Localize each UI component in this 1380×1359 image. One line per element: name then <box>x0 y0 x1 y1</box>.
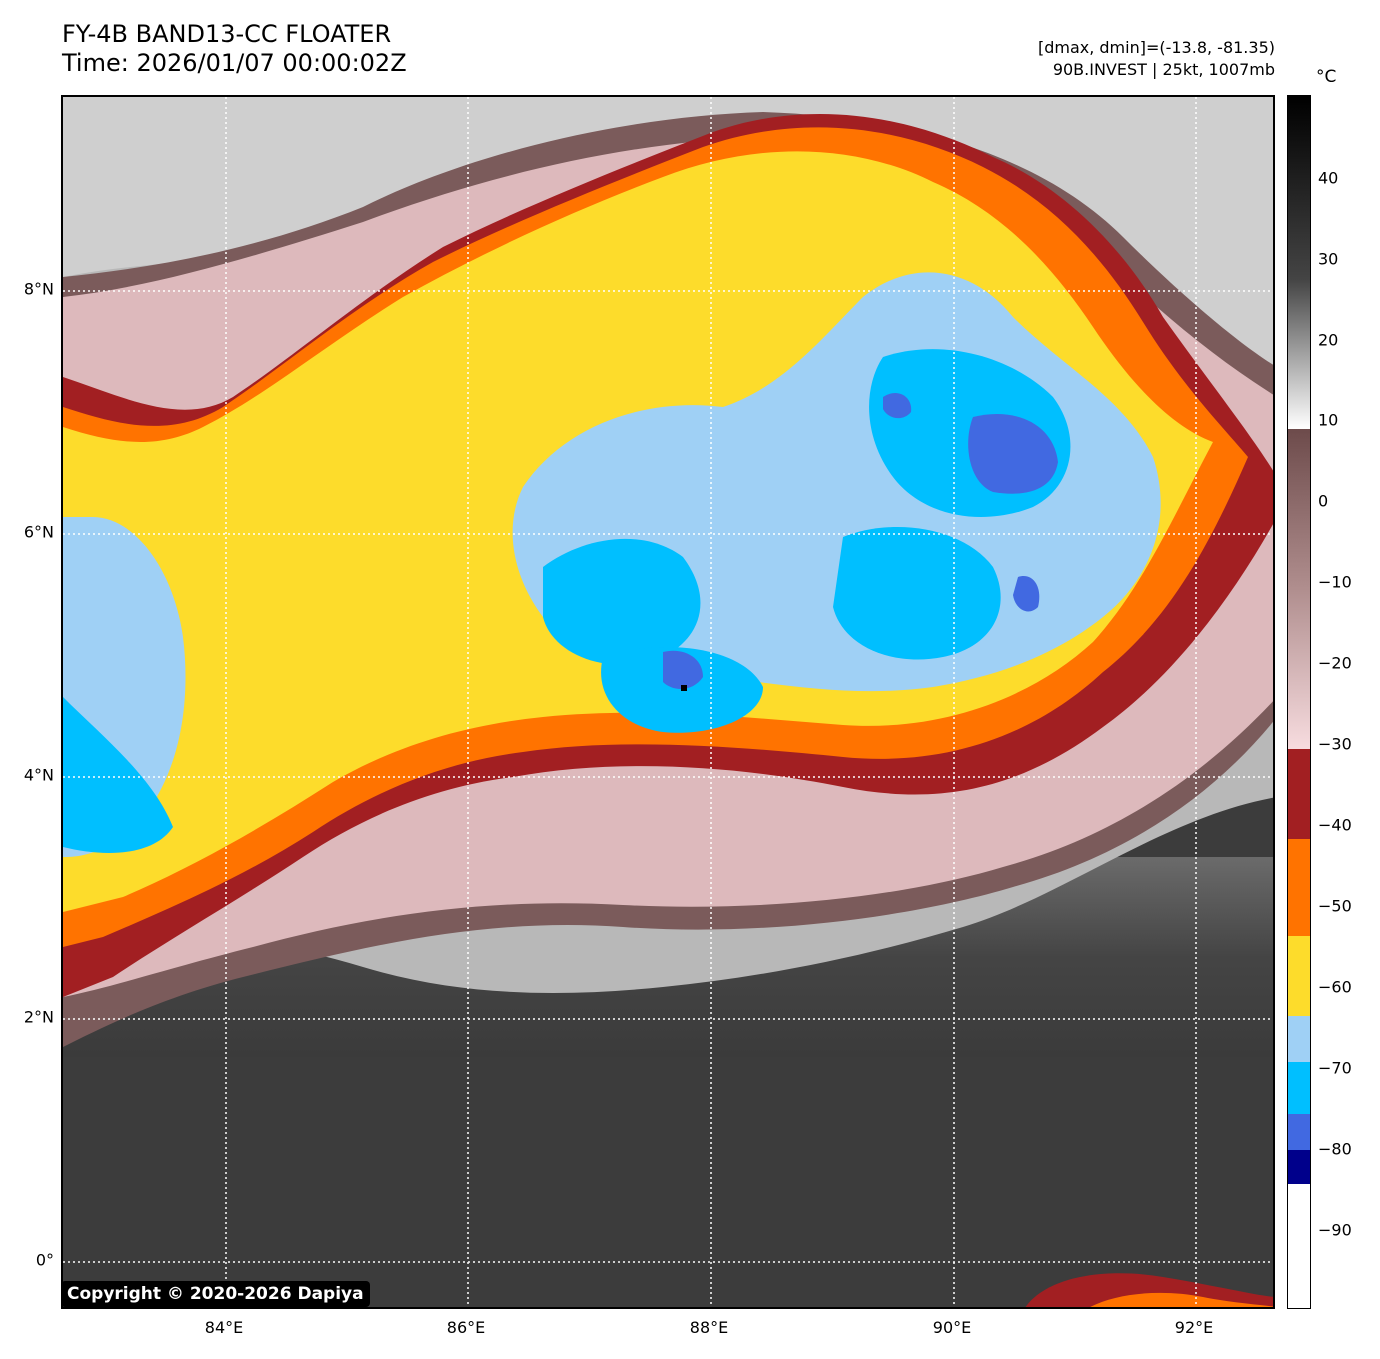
cb-lightblue-segment <box>1288 1016 1310 1062</box>
cb-orange-segment <box>1288 839 1310 936</box>
lon-label-92e: 92°E <box>1174 1318 1214 1337</box>
cb-deepsky-segment <box>1288 1062 1310 1114</box>
cb-tick-minus20: −20 <box>1318 653 1352 673</box>
lon-label-90e: 90°E <box>932 1318 972 1337</box>
cb-tick-minus30: −30 <box>1318 734 1352 754</box>
lat-label-8n: 8°N <box>23 279 54 299</box>
lon-label-88e: 88°E <box>689 1318 729 1337</box>
cb-darkred-segment <box>1288 749 1310 839</box>
satellite-map[interactable] <box>61 95 1275 1309</box>
cb-tick-20: 20 <box>1318 330 1339 350</box>
lon-label-84e: 84°E <box>204 1318 244 1337</box>
cb-tick-minus10: −10 <box>1318 572 1352 592</box>
cb-tick-minus70: −70 <box>1318 1058 1352 1078</box>
cb-tick-minus60: −60 <box>1318 977 1352 997</box>
cb-tick-minus40: −40 <box>1318 815 1352 835</box>
dmax-dmin-readout: [dmax, dmin]=(-13.8, -81.35) <box>1037 38 1275 57</box>
cb-tick-0: 0 <box>1318 491 1329 511</box>
lat-label-4n: 4°N <box>23 765 54 785</box>
lat-label-2n: 2°N <box>23 1007 54 1027</box>
map-title: FY-4B BAND13-CC FLOATER Time: 2026/01/07… <box>62 20 407 78</box>
cb-white-segment <box>1288 1184 1310 1308</box>
lat-label-6n: 6°N <box>23 522 54 542</box>
cb-tick-10: 10 <box>1318 410 1339 430</box>
title-time: Time: 2026/01/07 00:00:02Z <box>62 49 407 77</box>
cb-tick-40: 40 <box>1318 168 1339 188</box>
cb-tick-minus50: −50 <box>1318 896 1352 916</box>
colorbar-unit: °C <box>1316 67 1337 87</box>
storm-intensity: 90B.INVEST | 25kt, 1007mb <box>1052 60 1275 79</box>
cb-royalblue-segment <box>1288 1114 1310 1150</box>
cb-yellow-segment <box>1288 936 1310 1016</box>
title-product: FY-4B BAND13-CC FLOATER <box>62 20 392 48</box>
cb-tick-30: 30 <box>1318 249 1339 269</box>
colorbar-swatches <box>1288 96 1310 1308</box>
cb-navy-segment <box>1288 1150 1310 1184</box>
satellite-imagery <box>63 97 1273 1307</box>
copyright-badge: Copyright © 2020-2026 Dapiya <box>61 1281 370 1307</box>
lon-label-86e: 86°E <box>446 1318 486 1337</box>
cb-gray-segment <box>1288 96 1310 429</box>
storm-info: [dmax, dmin]=(-13.8, -81.35) 90B.INVEST … <box>1038 37 1275 81</box>
cb-brown-segment <box>1288 429 1310 749</box>
colorbar <box>1287 95 1311 1309</box>
cb-tick-minus90: −90 <box>1318 1220 1352 1240</box>
cb-tick-minus80: −80 <box>1318 1139 1352 1159</box>
lat-label-0: 0° <box>35 1250 54 1270</box>
